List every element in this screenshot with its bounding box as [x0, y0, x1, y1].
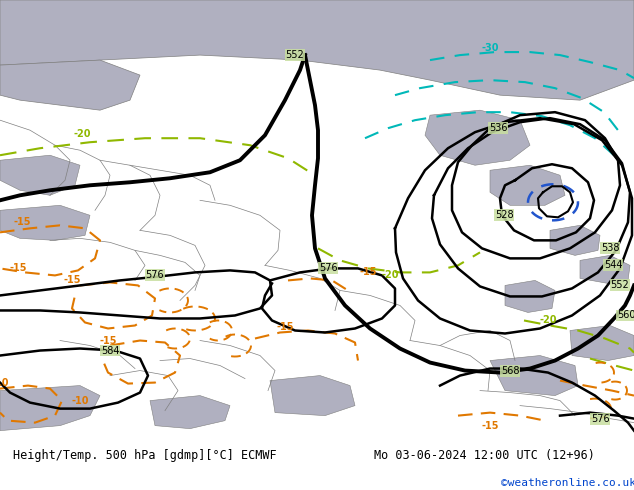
- Polygon shape: [425, 110, 530, 165]
- Text: Mo 03-06-2024 12:00 UTC (12+96): Mo 03-06-2024 12:00 UTC (12+96): [374, 448, 595, 462]
- Polygon shape: [580, 255, 630, 283]
- Polygon shape: [505, 280, 555, 313]
- Polygon shape: [0, 205, 90, 241]
- Text: -15: -15: [63, 275, 81, 285]
- Text: -15: -15: [276, 322, 294, 333]
- Text: -15: -15: [359, 268, 377, 277]
- Text: 528: 528: [495, 210, 514, 221]
- Polygon shape: [0, 0, 634, 100]
- Text: -10: -10: [71, 395, 89, 406]
- Text: -15: -15: [10, 264, 27, 273]
- Text: 560: 560: [617, 311, 634, 320]
- Polygon shape: [270, 375, 355, 416]
- Polygon shape: [0, 386, 100, 431]
- Text: Height/Temp. 500 hPa [gdmp][°C] ECMWF: Height/Temp. 500 hPa [gdmp][°C] ECMWF: [13, 448, 276, 462]
- Text: 538: 538: [601, 244, 619, 253]
- Text: -15: -15: [481, 420, 499, 431]
- Text: -15: -15: [100, 336, 117, 345]
- Text: 552: 552: [611, 280, 630, 291]
- Polygon shape: [150, 395, 230, 429]
- Polygon shape: [550, 225, 600, 255]
- Polygon shape: [0, 60, 140, 110]
- Text: -15: -15: [13, 218, 31, 227]
- Text: 576: 576: [146, 270, 164, 280]
- Text: -10: -10: [0, 378, 9, 388]
- Text: 536: 536: [489, 123, 507, 133]
- Text: -30: -30: [481, 43, 499, 53]
- Polygon shape: [0, 155, 80, 196]
- Text: 552: 552: [286, 50, 304, 60]
- Text: 568: 568: [501, 366, 519, 375]
- Polygon shape: [570, 325, 634, 361]
- Polygon shape: [490, 165, 565, 205]
- Text: -20: -20: [74, 129, 91, 139]
- Text: -20: -20: [381, 270, 399, 280]
- Text: -20: -20: [540, 316, 557, 325]
- Text: 576: 576: [591, 414, 609, 424]
- Text: 544: 544: [604, 260, 622, 270]
- Text: ©weatheronline.co.uk: ©weatheronline.co.uk: [501, 478, 634, 488]
- Text: 576: 576: [319, 264, 337, 273]
- Polygon shape: [490, 356, 578, 395]
- Text: 584: 584: [101, 345, 119, 356]
